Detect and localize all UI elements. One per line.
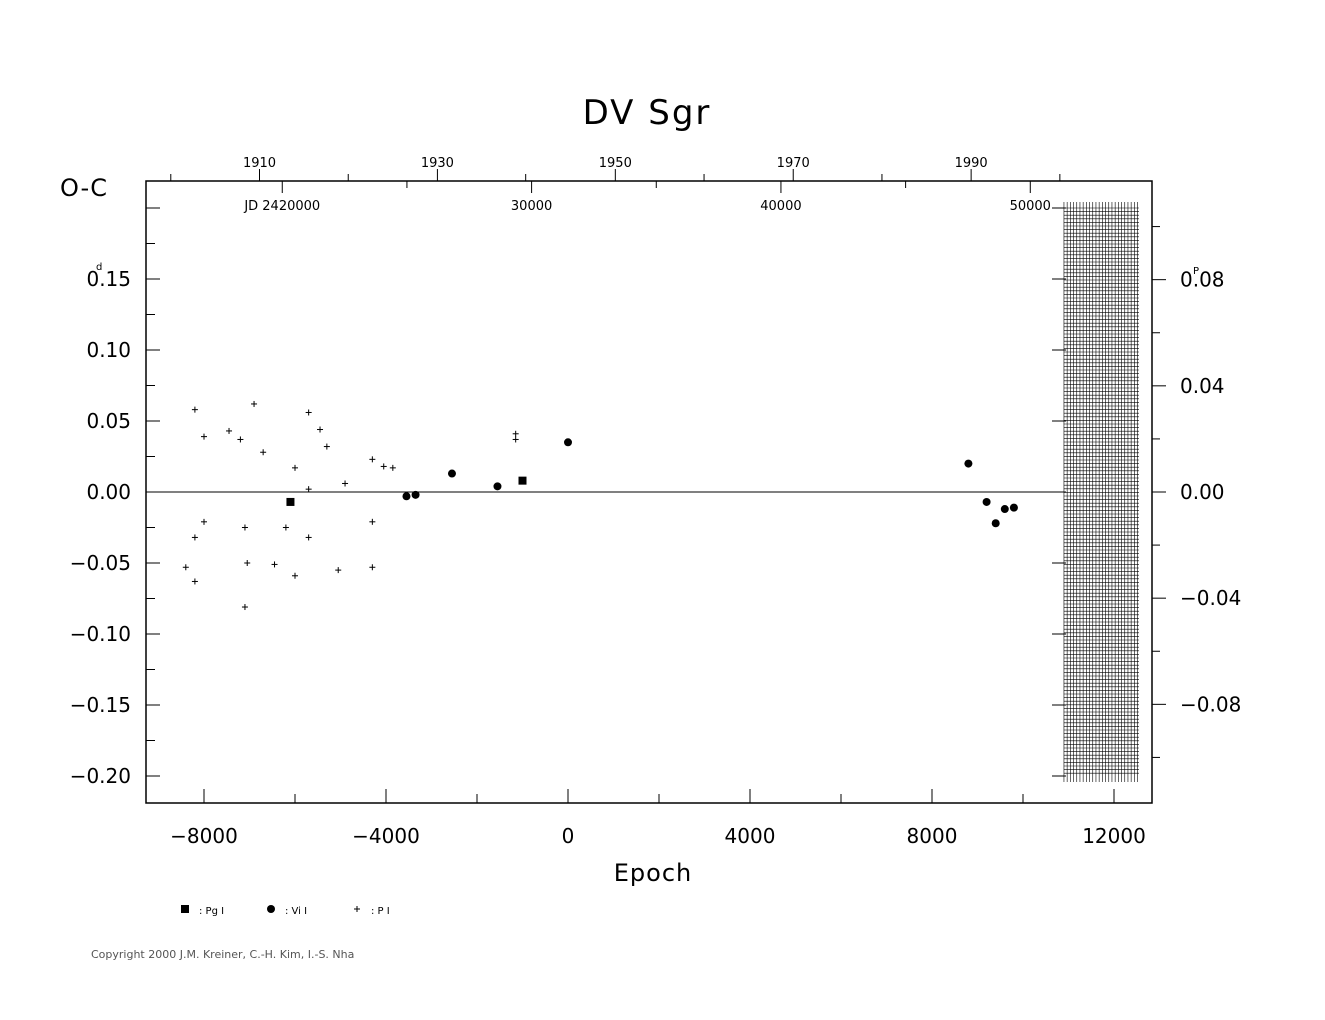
y-axis-label: O-C	[60, 174, 108, 202]
point-plus	[237, 436, 244, 443]
jd-tick-label: 50000	[1010, 199, 1051, 214]
point-circle	[493, 482, 502, 491]
point-plus	[241, 524, 248, 531]
jd-tick-label: 40000	[760, 199, 801, 214]
point-circle	[982, 497, 991, 506]
point-plus	[191, 578, 198, 585]
point-plus	[354, 906, 360, 912]
x-tick-label: −4000	[352, 824, 420, 848]
point-plus	[380, 463, 387, 470]
y-tick-label-left: −0.20	[70, 764, 131, 788]
y-tick-label-left: 0.15	[86, 267, 131, 291]
right-unit-label: P	[1193, 266, 1199, 277]
top-year-label: 1970	[777, 156, 810, 171]
point-circle	[1000, 505, 1009, 514]
point-circle	[411, 490, 420, 499]
point-circle	[1009, 503, 1018, 512]
point-plus	[292, 464, 298, 471]
point-plus	[241, 604, 248, 611]
point-plus	[369, 518, 376, 525]
x-tick-label: 4000	[725, 824, 776, 848]
x-tick-label: −8000	[170, 824, 238, 848]
point-plus	[292, 572, 298, 579]
y-tick-label-left: 0.10	[86, 338, 131, 362]
left-unit-label: d	[96, 262, 102, 273]
point-plus	[335, 567, 342, 574]
point-circle	[267, 905, 275, 913]
point-plus	[251, 400, 258, 407]
point-plus	[369, 456, 376, 463]
y-tick-label-left: −0.15	[70, 693, 131, 717]
y-tick-label-left: −0.05	[70, 551, 131, 575]
point-circle	[964, 459, 973, 468]
point-square	[181, 905, 189, 913]
point-circle	[991, 519, 1000, 528]
y-tick-label-right: 0.00	[1180, 480, 1225, 504]
point-plus	[271, 561, 278, 568]
top-year-label: 1930	[421, 156, 454, 171]
hatch-region	[1063, 202, 1140, 782]
tick-labels: −8000 −4000 0 4000 8000 12000 −0.20 −0.15 −0.10 −…	[70, 156, 1242, 848]
data-points	[182, 400, 1018, 611]
point-plus	[201, 518, 207, 525]
y-tick-label-right: 0.08	[1180, 268, 1225, 292]
axes	[145, 169, 1166, 804]
point-plus	[244, 560, 251, 566]
point-plus	[512, 436, 519, 443]
point-plus	[226, 427, 233, 434]
y-tick-label-right: −0.08	[1180, 692, 1241, 716]
chart-title: DV Sgr	[583, 93, 712, 133]
x-axis-label: Epoch	[614, 859, 693, 887]
point-plus	[512, 430, 519, 437]
x-tick-label: 0	[562, 824, 575, 848]
point-plus	[323, 443, 330, 450]
jd-tick-label: 30000	[511, 199, 552, 214]
point-plus	[389, 464, 396, 471]
x-tick-label: 8000	[907, 824, 958, 848]
copyright-note: Copyright 2000 J.M. Kreiner, C.-H. Kim, …	[91, 948, 355, 961]
top-year-label: 1990	[955, 156, 988, 171]
point-square	[286, 497, 295, 506]
point-plus	[317, 426, 324, 433]
legend-label: : Vi I	[285, 906, 307, 917]
point-circle	[447, 469, 456, 478]
legend-label: : Pg I	[199, 906, 224, 917]
top-year-label: 1910	[243, 156, 276, 171]
point-square	[518, 476, 527, 485]
point-plus	[342, 480, 349, 487]
y-tick-label-right: −0.04	[1180, 586, 1241, 610]
point-plus	[305, 409, 312, 416]
jd-tick-label: JD 2420000	[243, 199, 320, 214]
point-plus	[201, 433, 207, 440]
legend: : Pg I : Vi I : P I	[181, 905, 390, 917]
y-tick-label-left: −0.10	[70, 622, 131, 646]
point-plus	[182, 564, 189, 571]
point-plus	[369, 564, 376, 571]
point-plus	[305, 486, 312, 493]
point-plus	[260, 449, 267, 456]
legend-label: : P I	[371, 906, 390, 917]
y-tick-label-right: 0.04	[1180, 374, 1225, 398]
point-plus	[305, 534, 312, 541]
y-tick-label-left: 0.05	[86, 409, 131, 433]
x-tick-label: 12000	[1082, 824, 1146, 848]
top-year-label: 1950	[599, 156, 632, 171]
point-plus	[191, 406, 198, 413]
point-plus	[282, 524, 289, 531]
point-plus	[191, 534, 198, 541]
y-tick-label-left: 0.00	[86, 480, 131, 504]
point-circle	[564, 438, 572, 447]
point-circle	[402, 492, 411, 501]
